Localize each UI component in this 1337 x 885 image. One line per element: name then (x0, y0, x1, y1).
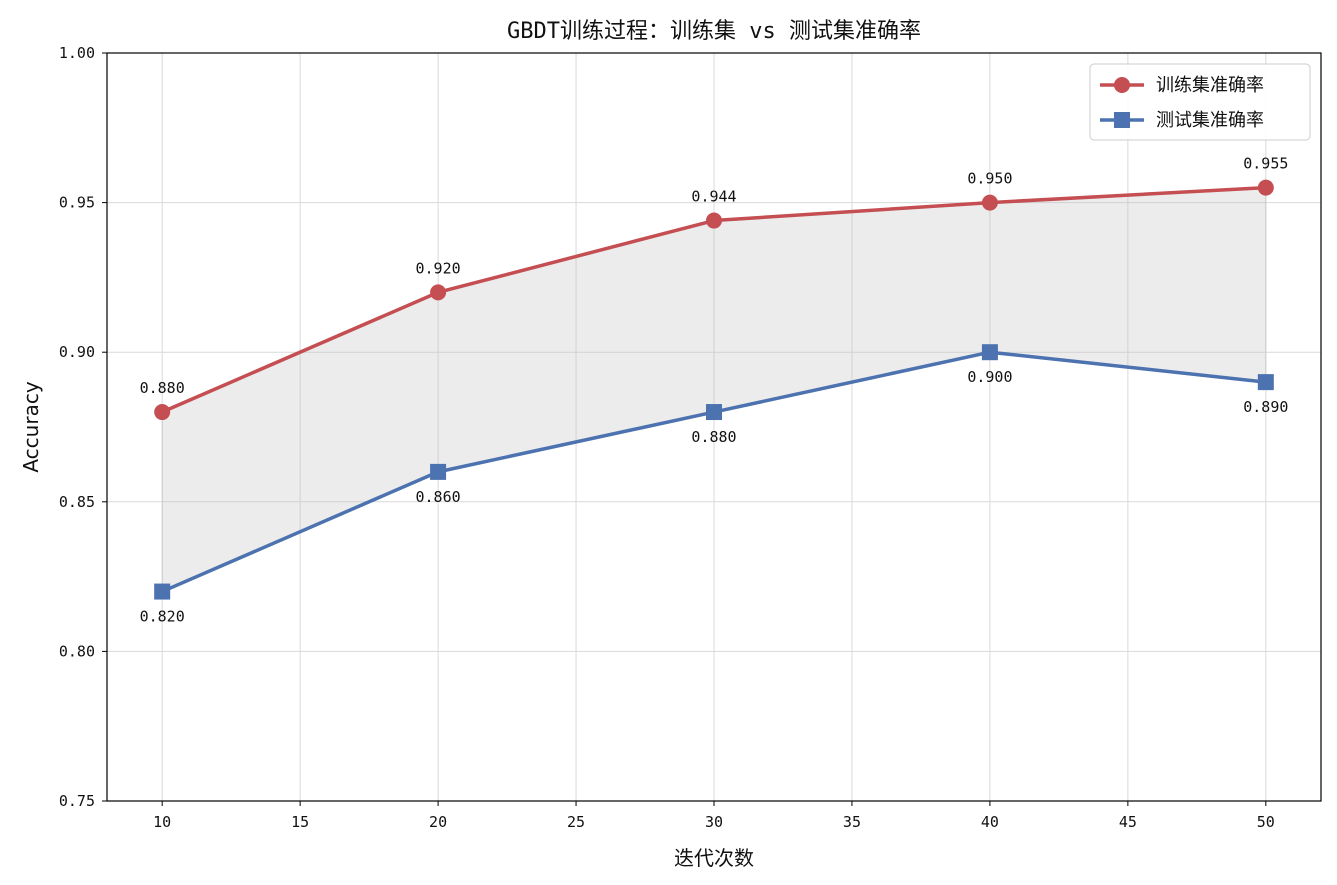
x-axis-label: 迭代次数 (674, 846, 754, 870)
train-point (430, 284, 447, 301)
y-tick-label: 0.90 (59, 343, 95, 361)
x-tick-label: 10 (153, 813, 171, 831)
y-axis-label: Accuracy (19, 381, 43, 472)
x-tick-label: 20 (429, 813, 447, 831)
test-data-label: 0.880 (691, 428, 736, 446)
labels-layer: 0.880 0.920 0.944 0.950 0.955 0.820 0.860 0.880… (140, 155, 1289, 626)
test-point (981, 344, 998, 361)
x-tick-label: 15 (291, 813, 309, 831)
y-tick-label: 0.75 (59, 792, 95, 810)
x-tick-label: 25 (567, 813, 585, 831)
series-layer (154, 179, 1274, 600)
train-point (706, 212, 722, 229)
chart-title: GBDT训练过程：训练集 vs 测试集准确率 (507, 19, 921, 44)
y-tick-label: 0.85 (59, 493, 95, 511)
test-data-label: 0.900 (967, 368, 1012, 386)
x-tick-label: 40 (981, 813, 999, 831)
x-tick-label: 35 (843, 813, 861, 831)
test-data-label: 0.820 (140, 608, 185, 626)
legend-marker-square (1114, 112, 1130, 128)
legend-label: 训练集准确率 (1156, 75, 1264, 96)
test-point (154, 583, 171, 600)
legend-label: 测试集准确率 (1156, 110, 1264, 131)
train-point (1257, 179, 1274, 196)
train-data-label: 0.955 (1243, 155, 1288, 173)
test-data-label: 0.860 (416, 488, 461, 506)
legend-marker-circle (1114, 77, 1130, 93)
y-tick-label: 0.95 (59, 194, 95, 212)
test-point (1257, 374, 1274, 391)
train-point (981, 194, 998, 211)
ticks-layer: 10 15 20 25 30 35 40 45 50 0.75 0.80 0.85 0.90 0.95 1.… (59, 44, 1275, 831)
y-tick-label: 0.80 (59, 642, 95, 660)
y-tick-label: 1.00 (59, 44, 95, 62)
legend-box (1089, 63, 1311, 141)
train-data-label: 0.950 (967, 170, 1012, 188)
x-tick-label: 45 (1119, 813, 1137, 831)
train-data-label: 0.880 (140, 379, 185, 397)
train-data-label: 0.920 (416, 259, 461, 277)
x-tick-label: 30 (705, 813, 723, 831)
test-point (430, 463, 447, 480)
test-point (706, 404, 722, 421)
train-point (154, 404, 171, 421)
test-data-label: 0.890 (1243, 398, 1288, 416)
train-data-label: 0.944 (691, 188, 736, 206)
x-tick-label: 50 (1257, 813, 1275, 831)
